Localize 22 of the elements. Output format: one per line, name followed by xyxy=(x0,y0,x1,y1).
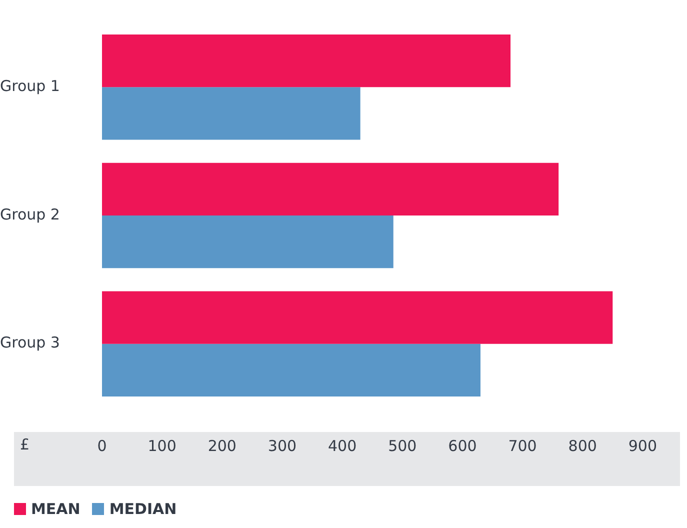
bar xyxy=(102,344,480,396)
bar xyxy=(102,87,360,140)
bar xyxy=(102,34,511,88)
bar xyxy=(102,216,394,268)
x-tick-label: 800 xyxy=(568,436,597,455)
x-tick-label: 200 xyxy=(208,436,236,455)
y-tick-label: Group 3 xyxy=(0,334,60,352)
legend-label: MEAN xyxy=(31,500,80,518)
x-tick-label: 600 xyxy=(448,436,477,455)
legend-label: MEDIAN xyxy=(109,500,177,518)
x-tick-label: 300 xyxy=(268,436,297,455)
x-tick-label: 700 xyxy=(508,436,537,455)
x-tick-label: 100 xyxy=(148,436,176,455)
y-tick-label: Group 1 xyxy=(0,77,60,96)
bar xyxy=(102,162,559,216)
bar xyxy=(102,291,613,344)
x-tick-label: 900 xyxy=(628,436,658,455)
x-tick-label: 400 xyxy=(328,436,357,455)
x-axis-title: £ xyxy=(20,435,30,454)
y-tick-label: Group 2 xyxy=(0,205,60,224)
x-tick-label: 0 xyxy=(97,436,107,455)
x-tick-label: 500 xyxy=(388,436,417,455)
